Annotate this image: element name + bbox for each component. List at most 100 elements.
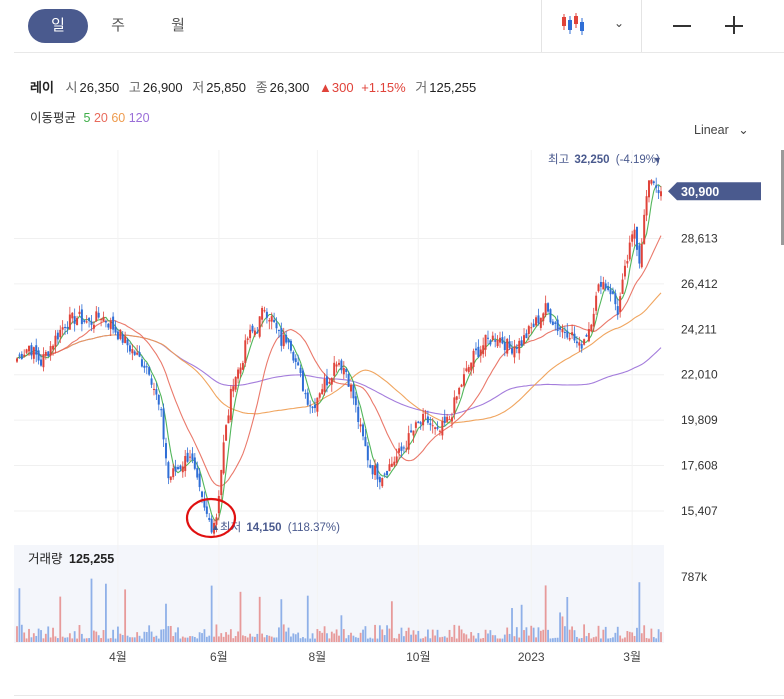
volume-bar	[215, 624, 218, 642]
tab-monthly[interactable]: 월	[171, 17, 185, 34]
candle	[78, 305, 81, 317]
candle-body	[527, 326, 530, 334]
volume-bar	[256, 633, 259, 642]
volume-bar	[109, 638, 112, 642]
tab-daily[interactable]: 일	[28, 9, 88, 43]
low-marker-pct: (118.37%)	[288, 522, 340, 534]
scrollbar[interactable]	[781, 150, 784, 245]
candle-body	[323, 378, 326, 392]
volume-bar	[107, 638, 110, 642]
volume-bar	[227, 634, 230, 642]
candle-body	[174, 466, 177, 472]
candle-body	[35, 345, 38, 355]
volume-bar	[638, 582, 641, 642]
candle-body	[571, 332, 574, 336]
y-tick-label: 22,010	[681, 368, 718, 382]
volume-bar	[314, 638, 316, 642]
candle	[652, 180, 655, 186]
candle	[16, 357, 18, 363]
ma-20[interactable]: 20	[93, 111, 108, 125]
candle-body	[157, 394, 160, 405]
candle	[225, 424, 228, 441]
candle	[136, 344, 139, 356]
volume-bar	[650, 628, 653, 642]
tab-weekly[interactable]: 주	[111, 17, 125, 34]
ma-5[interactable]: 5	[83, 111, 91, 125]
volume-bar	[537, 627, 540, 642]
volume-bar	[328, 638, 331, 642]
candle	[174, 459, 177, 476]
volume-bar	[592, 637, 595, 642]
candle	[35, 338, 38, 363]
volume-bar	[304, 638, 307, 642]
volume-bar	[523, 630, 525, 642]
candle	[90, 315, 93, 332]
volume-bar	[607, 638, 610, 642]
zoom-in-button[interactable]	[714, 8, 754, 44]
candle-body	[136, 352, 139, 355]
candle	[419, 420, 422, 430]
candle	[631, 230, 634, 247]
candle	[465, 360, 468, 373]
volume-bar	[76, 638, 78, 642]
zoom-out-button[interactable]	[662, 8, 702, 44]
volume-bar	[383, 635, 386, 642]
candle-body	[383, 473, 386, 475]
volume-bar	[290, 636, 292, 642]
candle	[611, 287, 614, 295]
volume-bar	[381, 629, 384, 642]
candlestick-icon	[562, 13, 584, 35]
candle	[568, 332, 571, 342]
volume-bar	[508, 633, 511, 642]
volume-bar	[551, 638, 554, 642]
volume-bar	[179, 638, 182, 642]
candle	[263, 306, 266, 313]
volume-bar	[350, 632, 352, 642]
volume-bar	[28, 628, 30, 642]
candle	[647, 180, 650, 203]
volume-bar	[515, 627, 518, 642]
low-label: 저	[192, 80, 205, 95]
volume-bar	[294, 634, 297, 642]
volume-bar	[342, 629, 345, 642]
candle-body	[424, 412, 427, 414]
candle-body	[417, 421, 420, 424]
scale-dropdown[interactable]: Linear ⌄	[694, 122, 749, 137]
candle-body	[419, 422, 422, 424]
volume-bar	[335, 629, 338, 642]
ma-120[interactable]: 120	[128, 111, 150, 125]
volume-bar	[61, 636, 64, 642]
volume-bar	[460, 629, 463, 642]
candle	[184, 449, 187, 477]
candle	[455, 395, 458, 404]
volume-bar	[241, 635, 244, 642]
volume-bar	[357, 637, 360, 642]
toolbar-divider	[641, 0, 642, 52]
candle	[167, 460, 170, 485]
candle	[100, 317, 103, 327]
candle-body	[604, 283, 607, 289]
candle-body	[316, 397, 319, 412]
volume-bar	[499, 638, 501, 642]
candle-body	[208, 517, 211, 520]
volume-bar	[47, 626, 50, 642]
candle	[210, 515, 213, 534]
volume-bar	[345, 638, 348, 642]
volume-bar	[359, 632, 362, 642]
volume-bar	[539, 630, 542, 642]
candle-body	[76, 317, 79, 325]
candle	[342, 361, 345, 380]
volume-bar	[354, 637, 357, 642]
candle-body	[335, 364, 338, 367]
candle-body	[95, 311, 98, 322]
candle-body	[328, 381, 331, 384]
candle-body	[628, 242, 631, 260]
candle-body	[297, 362, 300, 366]
volume-bar	[374, 624, 376, 642]
candle	[496, 335, 499, 349]
volume-bar	[112, 629, 115, 642]
chart-type-dropdown[interactable]: ⌄	[558, 10, 638, 42]
volume-bar	[405, 630, 408, 642]
ma-60[interactable]: 60	[111, 111, 126, 125]
